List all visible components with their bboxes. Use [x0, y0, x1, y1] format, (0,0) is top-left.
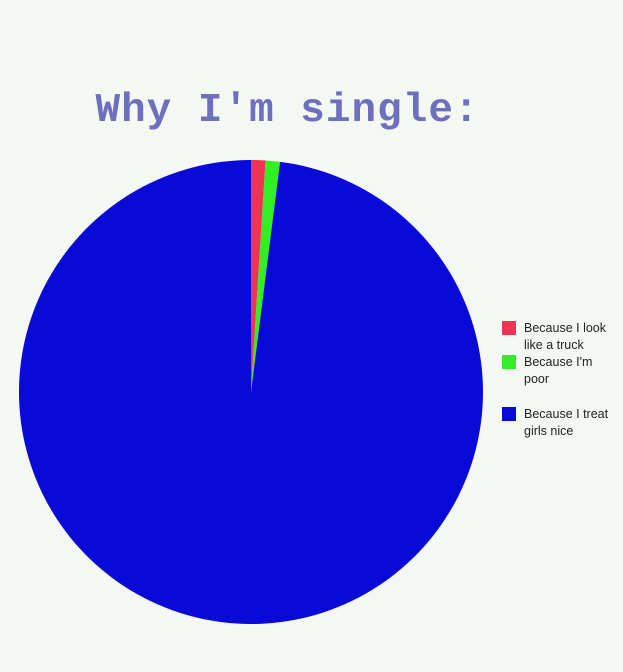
legend-item-truck: Because I look like a truck: [502, 320, 612, 354]
legend-swatch: [502, 355, 516, 369]
legend-swatch: [502, 321, 516, 335]
legend-label: Because I'm poor: [524, 355, 593, 386]
legend-item-poor: Because I'm poor: [502, 354, 612, 388]
legend: Because I look like a truck Because I'm …: [502, 320, 612, 440]
legend-item-nice: Because I treat girls nice: [502, 406, 612, 440]
legend-label: Because I treat girls nice: [524, 407, 609, 438]
chart-title: Why I'm single:: [95, 88, 480, 134]
legend-label: Because I look like a truck: [524, 321, 606, 352]
pie-slice: [251, 160, 266, 392]
pie-slice: [251, 160, 281, 392]
pie-slice: [19, 160, 484, 624]
legend-swatch: [502, 407, 516, 421]
